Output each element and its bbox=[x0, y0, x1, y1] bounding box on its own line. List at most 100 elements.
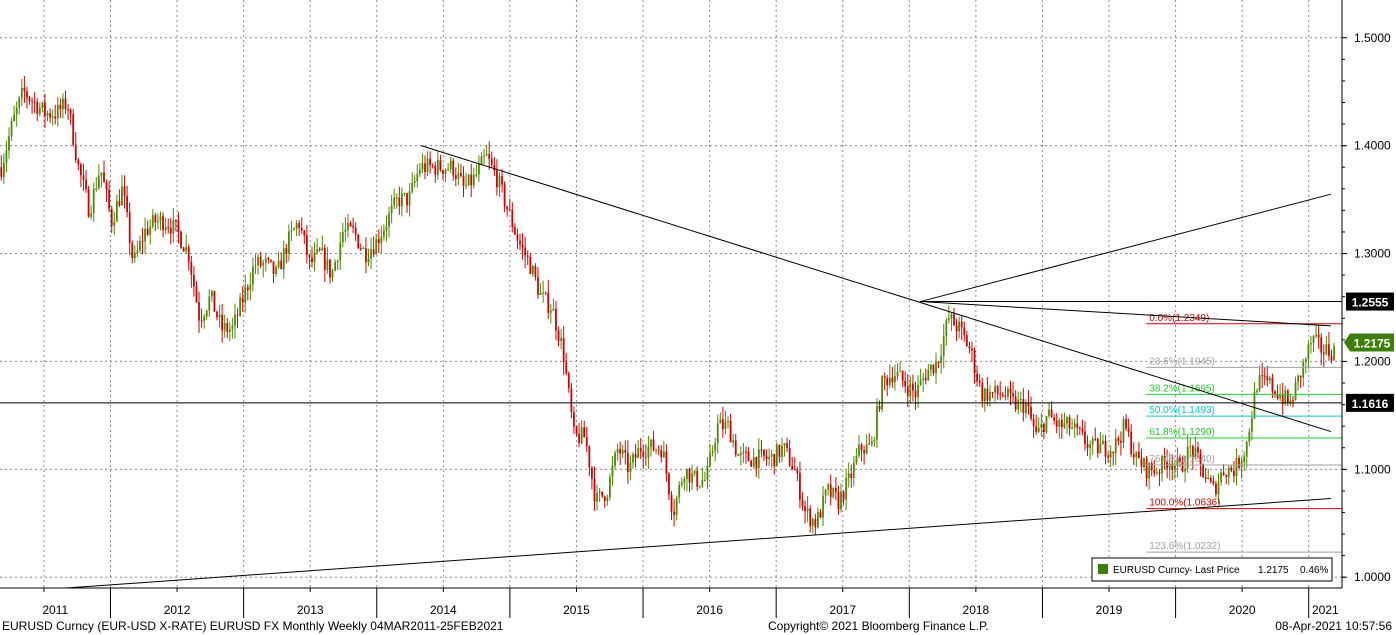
candle-body bbox=[657, 449, 660, 451]
candle-body bbox=[896, 372, 899, 377]
trendline bbox=[421, 145, 1332, 433]
candle-body bbox=[770, 454, 773, 457]
candle-body bbox=[121, 186, 123, 206]
candle-body bbox=[467, 174, 470, 186]
candle-body bbox=[380, 236, 383, 244]
candle-body bbox=[208, 296, 211, 311]
candle-body bbox=[847, 473, 850, 479]
candle-body bbox=[1302, 361, 1305, 378]
candle-body bbox=[257, 257, 259, 266]
candle-body bbox=[51, 116, 54, 118]
candle-body bbox=[69, 109, 72, 115]
candle-body bbox=[1186, 446, 1189, 469]
candle-body bbox=[234, 314, 236, 326]
candle-body bbox=[796, 469, 799, 474]
candle-body bbox=[280, 260, 283, 270]
candle-body bbox=[1117, 438, 1120, 441]
fib-label: 0.0%(1.2349) bbox=[1149, 313, 1209, 324]
candle-body bbox=[1245, 441, 1248, 457]
y-tick-label: 1.4000 bbox=[1354, 139, 1391, 153]
candle-body bbox=[182, 247, 185, 252]
trendline bbox=[920, 193, 1332, 303]
candle-body bbox=[1025, 403, 1027, 413]
candle-body bbox=[1068, 417, 1071, 429]
candle-body bbox=[146, 228, 149, 235]
candle-body bbox=[824, 489, 827, 496]
candle-body bbox=[411, 182, 414, 192]
candle-body bbox=[947, 318, 950, 321]
candle-body bbox=[1181, 461, 1184, 472]
candle-body bbox=[1197, 447, 1199, 453]
x-tick-label: 2012 bbox=[164, 603, 191, 617]
candle-body bbox=[542, 292, 545, 294]
candle-body bbox=[1268, 377, 1271, 381]
fib-label: 50.0%(1.1493) bbox=[1149, 405, 1215, 416]
candle-body bbox=[1209, 477, 1212, 482]
candle-body bbox=[773, 454, 776, 467]
candle-body bbox=[393, 197, 396, 206]
candle-body bbox=[1048, 409, 1050, 416]
candle-body bbox=[547, 292, 550, 313]
candle-body bbox=[742, 451, 745, 454]
candle-body bbox=[809, 508, 812, 526]
y-tick-label: 1.5000 bbox=[1354, 31, 1391, 45]
candle-body bbox=[688, 468, 691, 483]
last-price-box bbox=[1344, 333, 1394, 352]
fib-label: 38.2%(1.1695) bbox=[1149, 383, 1215, 394]
candle-body bbox=[919, 379, 922, 385]
candle-body bbox=[914, 390, 917, 398]
candle-body bbox=[1333, 346, 1335, 361]
candle-body bbox=[1217, 482, 1220, 495]
candle-body bbox=[85, 179, 87, 190]
candle-body bbox=[1279, 395, 1282, 399]
candle-body bbox=[236, 314, 239, 316]
candle-body bbox=[203, 316, 206, 322]
candle-body bbox=[285, 248, 288, 254]
candle-body bbox=[1266, 376, 1269, 381]
candle-body bbox=[313, 252, 316, 263]
candle-body bbox=[1030, 406, 1032, 419]
candle-body bbox=[264, 258, 267, 263]
candle-body bbox=[721, 419, 724, 430]
candle-body bbox=[873, 439, 876, 441]
candle-body bbox=[259, 257, 262, 266]
candle-body bbox=[644, 456, 647, 458]
candle-body bbox=[400, 193, 403, 207]
candle-body bbox=[357, 234, 360, 249]
candle-body bbox=[82, 175, 85, 180]
y-tick-label: 1.3000 bbox=[1354, 247, 1391, 261]
candle-body bbox=[133, 252, 136, 259]
candle-body bbox=[1073, 423, 1076, 428]
candle-body bbox=[1148, 463, 1151, 479]
candle-body bbox=[390, 205, 393, 214]
candle-body bbox=[449, 160, 452, 170]
candle-body bbox=[1089, 444, 1092, 449]
candle-body bbox=[778, 444, 781, 458]
candle-body bbox=[965, 335, 968, 347]
candle-body bbox=[747, 452, 750, 461]
candle-body bbox=[31, 101, 33, 103]
candle-body bbox=[1037, 427, 1040, 432]
candle-body bbox=[362, 248, 365, 250]
legend: EURUSD Curncy - Last Price 1.2175 0.46% bbox=[1091, 557, 1333, 582]
candle-body bbox=[989, 391, 991, 401]
candle-body bbox=[460, 173, 462, 176]
candle-body bbox=[1143, 458, 1145, 468]
candle-body bbox=[62, 98, 64, 110]
candle-body bbox=[565, 362, 568, 374]
candle-body bbox=[750, 460, 753, 467]
candle-body bbox=[413, 181, 416, 183]
footer-timestamp: 08-Apr-2021 10:57:56 bbox=[1275, 619, 1392, 633]
x-tick-label: 2020 bbox=[1229, 603, 1256, 617]
candle-body bbox=[883, 376, 886, 379]
candle-body bbox=[1094, 438, 1097, 440]
candle-body bbox=[8, 136, 10, 151]
candle-body bbox=[354, 227, 357, 235]
candle-body bbox=[244, 287, 247, 303]
candle-body bbox=[1284, 390, 1287, 404]
candle-body bbox=[701, 479, 704, 486]
level-box bbox=[1346, 393, 1394, 412]
candle-body bbox=[38, 107, 41, 114]
candle-body bbox=[352, 226, 354, 228]
candle-body bbox=[917, 384, 919, 398]
